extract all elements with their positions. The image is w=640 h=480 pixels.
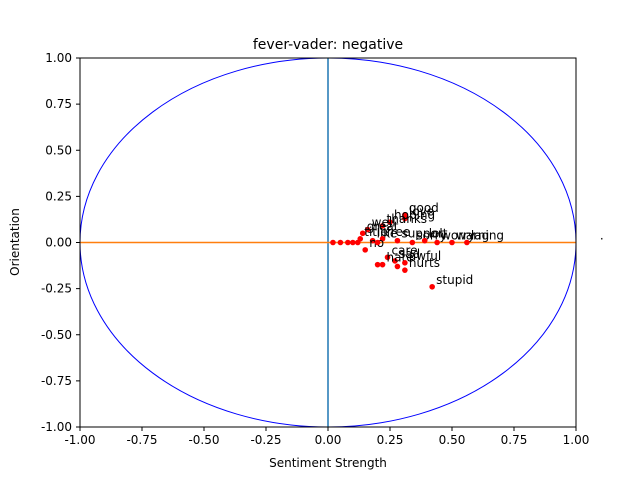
data-point (374, 239, 381, 246)
data-point (369, 237, 376, 244)
data-point (379, 236, 386, 242)
data-point (330, 239, 336, 246)
data-point (394, 263, 401, 270)
data-point (392, 258, 398, 264)
data-point (350, 239, 356, 246)
data-point (374, 261, 381, 268)
data-point-label: thanks (387, 212, 427, 226)
chart-title: fever-vader: negative (253, 37, 403, 53)
plot-area: goodlovehopingthankswellgreattitlelikefr… (41, 51, 604, 447)
data-point (379, 223, 386, 229)
data-point (384, 254, 391, 261)
data-point (337, 239, 344, 246)
data-point-label: title (364, 225, 387, 239)
y-tick-label: 0.00 (45, 236, 72, 250)
data-point-label: warning (456, 229, 504, 243)
data-point (354, 239, 361, 246)
y-tick-label: -1.00 (41, 420, 72, 434)
data-point (362, 247, 369, 253)
data-point-label: awful (409, 249, 441, 263)
data-point (464, 239, 470, 246)
data-point (379, 261, 386, 268)
data-point (434, 239, 440, 246)
x-tick-label: -0.75 (126, 433, 157, 447)
data-point-label: . (600, 229, 604, 243)
data-point-label: love (409, 205, 434, 219)
data-point-label: support (401, 227, 447, 241)
y-tick-label: -0.25 (41, 282, 72, 296)
data-point-label: well (372, 216, 396, 230)
data-point (402, 259, 408, 266)
y-axis-label: Orientation (8, 208, 22, 276)
data-point-label: stupid (436, 273, 473, 287)
data-point-label: hoping (394, 208, 435, 222)
data-point-label: sad (399, 247, 420, 261)
x-tick-label: 1.00 (563, 433, 590, 447)
y-tick-label: 0.75 (45, 97, 72, 111)
data-point-label: good (409, 201, 439, 215)
data-point (402, 215, 408, 222)
data-point-label: lag (471, 229, 489, 243)
data-point (429, 283, 435, 290)
data-point (402, 267, 408, 273)
y-tick-label: -0.75 (41, 374, 72, 388)
x-tick-label: 0.25 (377, 433, 404, 447)
x-tick-label: 0.00 (315, 433, 342, 447)
data-point (387, 219, 393, 226)
x-tick-label: -0.50 (188, 433, 219, 447)
data-point-label: care (392, 243, 418, 257)
data-point-label: worry (441, 229, 475, 243)
data-point-label: free (387, 225, 411, 239)
data-point (421, 237, 428, 244)
data-point-label: lol (429, 227, 443, 241)
x-tick-label: -1.00 (64, 433, 95, 447)
data-point (409, 239, 416, 246)
data-point (364, 226, 371, 233)
data-point (449, 239, 455, 246)
data-point-label: hurts (409, 256, 440, 270)
x-axis-label: Sentiment Strength (269, 456, 387, 470)
y-tick-label: 0.50 (45, 143, 72, 157)
x-tick-label: -0.25 (250, 433, 281, 447)
data-point (359, 230, 366, 237)
data-point-label: great (367, 219, 399, 233)
data-point (394, 237, 401, 244)
data-point (345, 239, 351, 246)
y-tick-label: 1.00 (45, 51, 72, 65)
x-tick-label: 0.75 (501, 433, 528, 447)
x-tick-label: 0.50 (439, 433, 466, 447)
y-tick-label: 0.25 (45, 189, 72, 203)
y-tick-label: -0.50 (41, 328, 72, 342)
